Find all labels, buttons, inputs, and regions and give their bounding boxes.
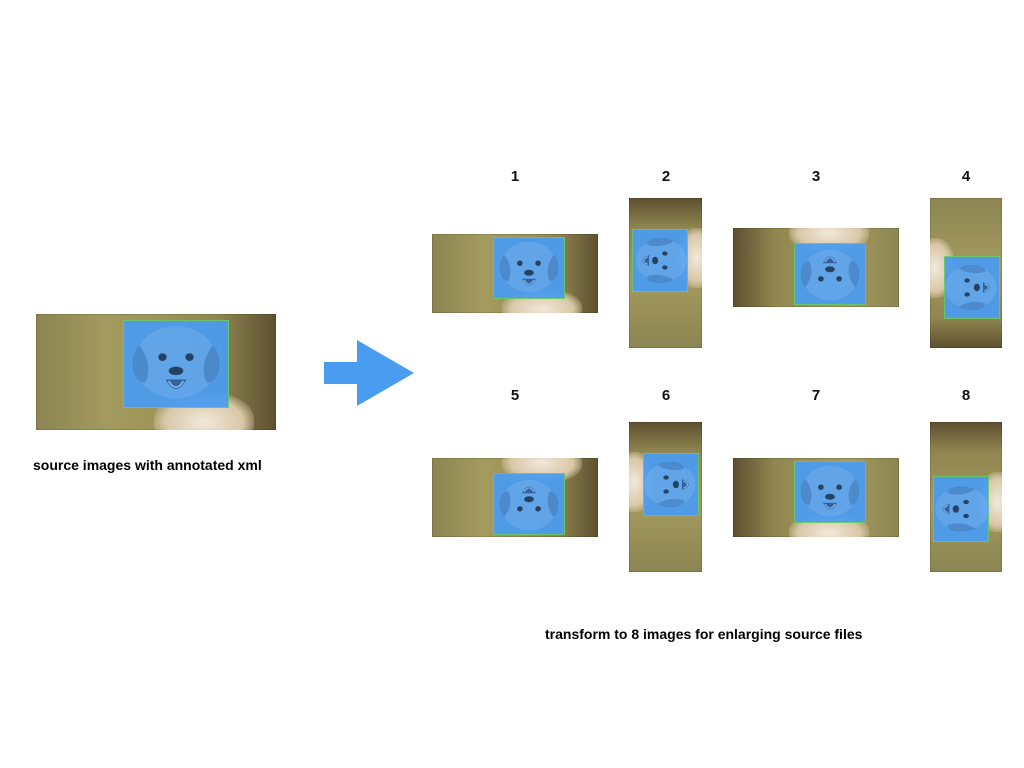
annotation-box-6 [643,453,699,516]
dog-face-icon [934,485,990,533]
results-caption: transform to 8 images for enlarging sour… [545,626,863,642]
source-annotation-box [123,320,229,408]
transformed-image-4 [930,198,1002,348]
annotation-box-2 [632,229,688,292]
dog-face-icon [499,479,559,532]
arrow-right-icon [324,340,414,406]
annotation-box-4 [944,256,1000,319]
transformed-image-3 [733,228,899,307]
dog-face-icon [499,240,559,293]
transformed-image-8 [930,422,1002,572]
label-7: 7 [811,387,821,404]
dog-face-icon [944,264,998,311]
transformed-image-2 [629,198,702,348]
dog-face-icon [800,464,860,517]
transformed-image-1 [432,234,598,313]
dog-face-icon [800,249,860,302]
annotation-box-7 [794,461,866,523]
label-6: 6 [661,387,671,404]
dog-face-icon [131,325,221,400]
label-8: 8 [961,387,971,404]
label-4: 4 [961,168,971,185]
annotation-box-8 [933,476,990,542]
source-caption: source images with annotated xml [33,457,262,473]
label-3: 3 [811,168,821,185]
transformed-image-7 [733,458,899,537]
source-image [36,314,276,430]
transformed-image-6 [629,422,702,572]
transformed-image-5 [432,458,598,537]
annotation-box-3 [794,243,866,305]
dog-face-icon [634,237,688,284]
label-1: 1 [510,168,520,185]
label-2: 2 [661,168,671,185]
dog-face-icon [643,461,697,508]
label-5: 5 [510,387,520,404]
annotation-box-1 [493,237,565,299]
annotation-box-5 [493,473,565,535]
